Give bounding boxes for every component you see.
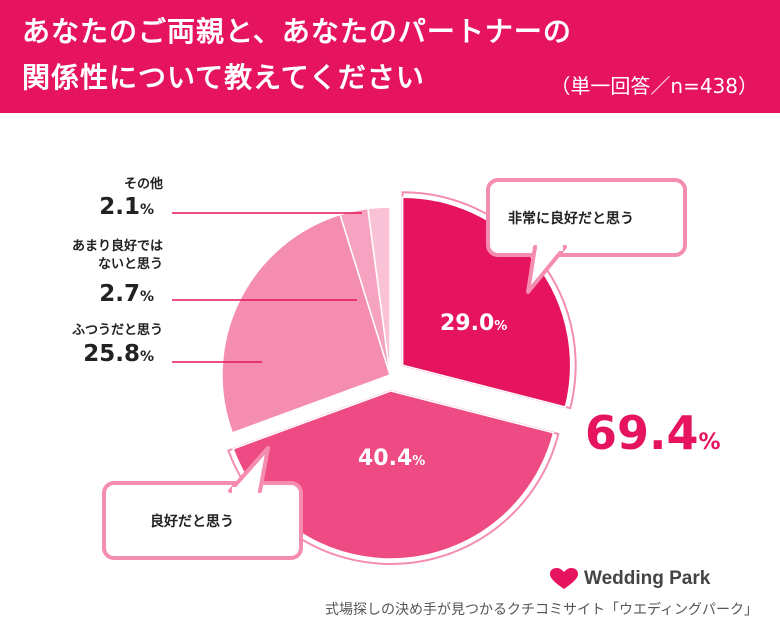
label-other-name: その他: [123, 177, 163, 192]
bubble-very-good-box: [486, 178, 687, 257]
label-not-good-line2: ないと思う: [97, 257, 163, 272]
bubble-good-label: 良好だと思う: [150, 514, 234, 530]
sample-note: （単一回答／n=438）: [550, 74, 758, 98]
brand-logo: Wedding Park: [550, 568, 710, 590]
label-other-number: 2.1: [99, 194, 140, 220]
bubble-very-good-label: 非常に良好だと思う: [508, 211, 634, 227]
label-not-good-percent: %: [139, 289, 154, 305]
bubble-good-box: [102, 481, 303, 560]
slice-very-good-number: 29.0: [440, 311, 495, 336]
label-normal-value: 25.8%: [83, 341, 154, 367]
bubble-very-good: [486, 178, 687, 294]
slice-very-good-percent: %: [494, 319, 508, 334]
bubble-very-good-mask: [537, 241, 563, 251]
chart-title-line1: あなたのご両親と、あなたのパートナーの: [22, 15, 572, 48]
slice-other: [367, 206, 391, 376]
slice-very-good-value: 29.0%: [440, 311, 507, 336]
slice-good-percent: %: [412, 454, 426, 469]
label-not-good-line1: あまり良好では: [71, 239, 163, 254]
label-other-value: 2.1%: [99, 194, 154, 220]
pie-slices: [221, 191, 577, 565]
label-not-good-value: 2.7%: [99, 281, 154, 307]
bubble-good: [102, 446, 303, 560]
slice-good-value: 40.4%: [358, 446, 425, 471]
label-not-good-number: 2.7: [99, 281, 140, 307]
title-banner: あなたのご両親と、あなたのパートナーの 関係性について教えてください （単一回答…: [0, 0, 780, 113]
bubble-good-mask: [232, 487, 258, 497]
combined-total-number: 69.4: [585, 406, 699, 460]
label-other-percent: %: [139, 202, 154, 218]
label-normal-percent: %: [139, 349, 154, 365]
brand-tagline: 式場探しの決め手が見つかるクチコミサイト「ウエディングパーク」: [324, 602, 758, 618]
slice-good-number: 40.4: [358, 446, 413, 471]
leader-lines: [172, 212, 362, 363]
label-normal-number: 25.8: [83, 341, 140, 367]
heart-icon: [550, 568, 578, 589]
brand-logo-text: Wedding Park: [584, 568, 711, 589]
combined-total-percent: %: [698, 430, 721, 455]
combined-total: 69.4%: [585, 406, 721, 460]
label-normal-name: ふつうだと思う: [71, 323, 163, 338]
chart-title-line2: 関係性について教えてください: [22, 61, 425, 94]
pie-chart: [102, 178, 687, 565]
